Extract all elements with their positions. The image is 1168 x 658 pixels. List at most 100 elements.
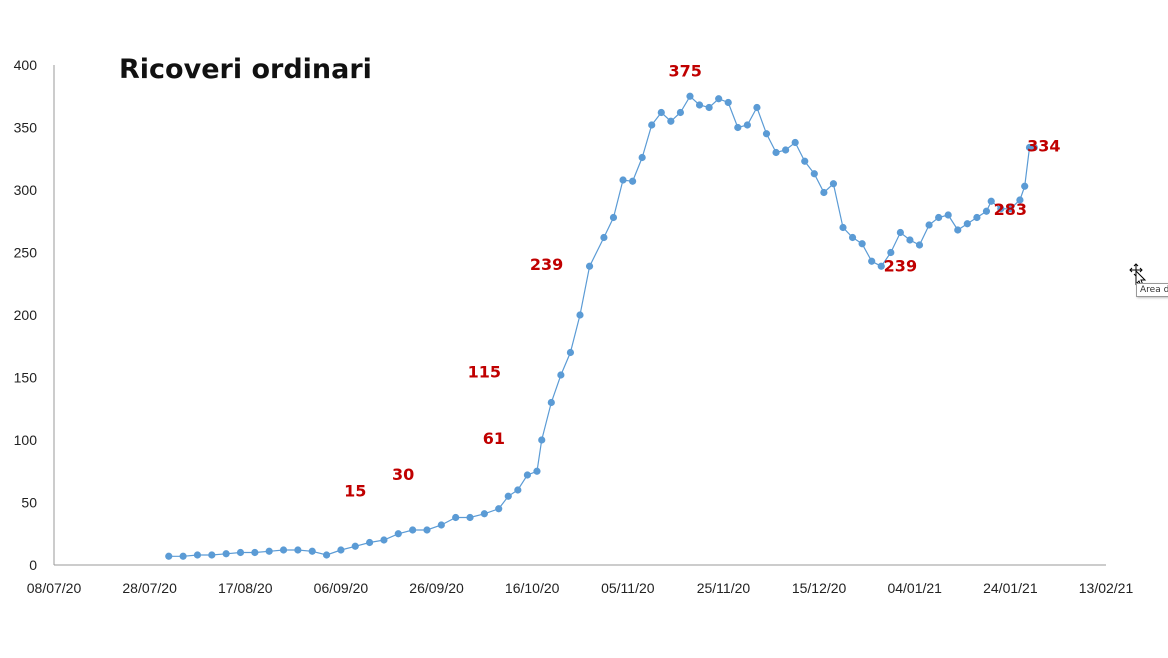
data-point [820,188,828,197]
data-point [208,551,216,559]
data-point [1030,143,1038,152]
data-point [753,103,761,112]
data-point [533,467,541,475]
data-point [495,505,503,513]
y-tick-label: 50 [21,495,37,511]
data-point [648,121,656,129]
data-point [523,471,532,479]
data-label: 334 [1027,136,1060,155]
data-point [858,240,866,248]
data-point [480,510,488,518]
x-tick-label: 24/01/21 [983,580,1038,596]
data-point [193,551,202,559]
data-point [848,233,857,242]
data-point [839,223,847,232]
x-tick-label: 15/12/20 [792,580,847,596]
data-point [452,513,460,522]
data-point [466,513,474,522]
data-point [762,130,771,138]
x-tick-label: 04/01/21 [887,580,942,596]
data-point [437,521,445,529]
data-point [251,548,259,557]
data-label: 30 [392,465,414,484]
y-axis-ticks: 0 50 100 150 200 250 300 350 400 [14,57,38,573]
data-point [676,108,685,117]
data-point [715,95,723,103]
data-point [810,170,818,178]
data-point [734,123,742,132]
data-label: 239 [884,256,917,275]
x-tick-label: 17/08/20 [218,580,273,596]
data-point [308,547,316,555]
data-point [638,153,646,162]
annotations: 15 30 115 61 239 375 239 283 334 [344,61,1060,500]
data-point [724,98,732,107]
data-point [877,262,885,270]
data-point [829,180,838,188]
data-point [915,241,924,249]
data-point [997,205,1005,213]
data-point [925,221,933,229]
data-point [935,213,943,222]
data-point [987,197,995,205]
x-axis-ticks: 08/07/20 28/07/20 17/08/20 06/09/20 26/09/20… [27,580,1134,596]
series [165,92,1038,560]
data-point [629,177,637,185]
data-point [1006,205,1014,213]
data-point [667,117,675,125]
data-point [547,398,555,407]
chart-title: Ricoveri ordinari [119,54,372,85]
data-point [619,176,627,184]
tooltip: Area d [1136,283,1168,297]
x-tick-label: 05/11/20 [601,580,655,596]
data-point [963,220,971,228]
data-point [954,226,962,234]
y-tick-label: 300 [14,182,38,198]
data-point [791,138,799,147]
y-tick-label: 0 [29,557,37,573]
data-point [1016,196,1024,204]
data-point [896,228,904,237]
y-tick-label: 200 [14,307,38,323]
x-tick-label: 16/10/20 [505,580,560,596]
data-label: 61 [483,429,505,448]
data-point [906,236,914,244]
data-point [279,546,288,554]
data-point [686,92,694,100]
x-tick-label: 26/09/20 [409,580,464,596]
data-point [165,552,173,560]
data-point [236,548,245,557]
x-tick-label: 08/07/20 [27,580,82,596]
data-point [423,526,431,534]
data-point [657,108,665,117]
x-tick-label: 06/09/20 [314,580,369,596]
data-label: 283 [994,200,1027,219]
y-tick-label: 250 [14,245,38,261]
y-tick-label: 150 [14,370,38,386]
data-point [380,536,388,544]
data-point [982,207,991,215]
axes [53,65,1106,566]
data-point [566,348,575,357]
data-point [514,486,522,494]
data-point [222,550,230,558]
data-point [504,492,512,500]
data-point [695,101,704,109]
data-point [782,146,790,154]
data-point [1021,182,1029,190]
data-point [409,526,417,534]
x-tick-label: 28/07/20 [122,580,177,596]
x-tick-label: 25/11/20 [697,580,751,596]
data-point [887,248,895,257]
series-line [168,95,1035,557]
data-label: 15 [344,481,366,500]
data-label: 239 [530,255,563,274]
x-tick-label: 13/02/21 [1079,580,1134,596]
data-point [743,121,751,129]
data-point [944,211,952,219]
data-point [294,546,302,554]
data-point [337,546,345,554]
data-point [557,371,565,379]
data-point [322,551,331,559]
